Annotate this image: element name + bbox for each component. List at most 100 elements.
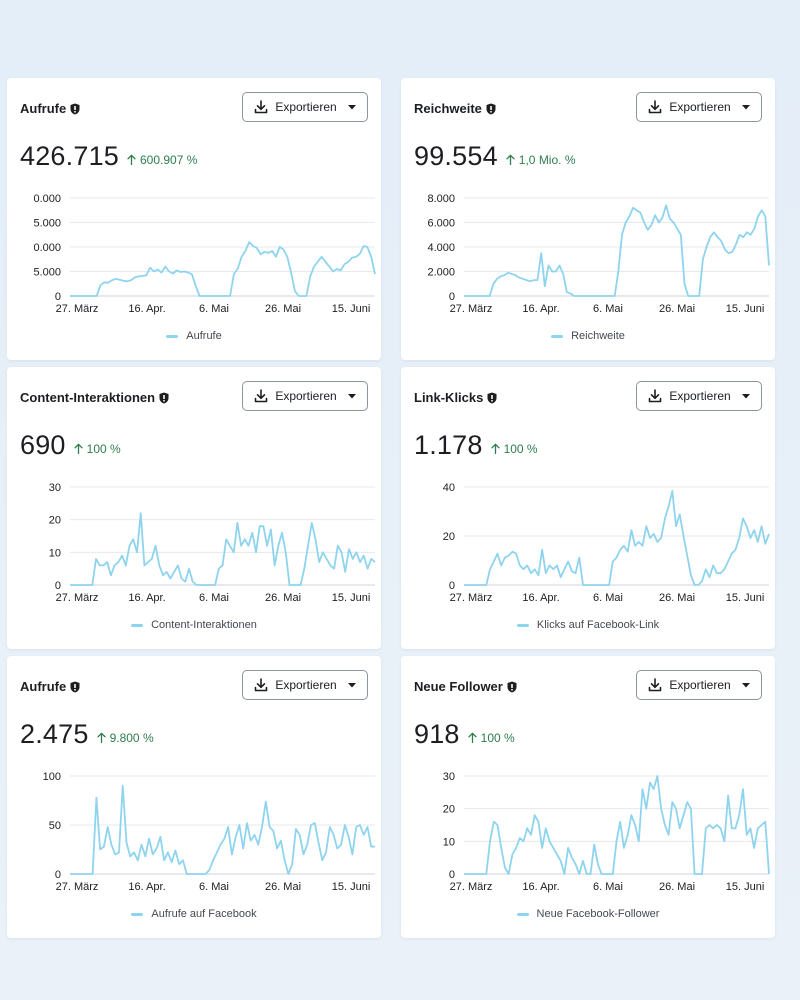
info-shield-icon[interactable] [159, 392, 169, 404]
series-line [464, 204, 770, 297]
series-line [70, 512, 376, 586]
legend-label: Klicks auf Facebook-Link [536, 619, 660, 631]
x-tick-label: 6. Mai [593, 303, 623, 315]
x-tick-label: 15. Juni [726, 592, 765, 604]
y-tick-label: 10 [443, 836, 455, 848]
x-tick-label: 16. Apr. [128, 303, 165, 315]
info-shield-icon[interactable] [507, 681, 517, 693]
export-button[interactable]: Exportieren [636, 670, 762, 700]
download-icon [647, 677, 663, 693]
y-tick-label: 0 [449, 869, 455, 881]
x-tick-label: 27. März [56, 881, 99, 893]
metric-change-text: 100 % [503, 441, 538, 456]
x-tick-label: 27. März [450, 303, 493, 315]
line-chart: 0 5.000 0.000 5.000 0.000 27. März 16. Apr. 6. … [33, 193, 376, 315]
chart-legend: Aufrufe [7, 330, 381, 342]
x-tick-label: 15. Juni [332, 881, 371, 893]
info-shield-icon[interactable] [487, 392, 497, 404]
y-tick-label: 8.000 [427, 193, 455, 205]
legend-label: Aufrufe [186, 330, 222, 342]
card-title-text: Aufrufe [20, 101, 67, 116]
x-tick-label: 26. Mai [659, 881, 695, 893]
x-tick-label: 6. Mai [593, 592, 623, 604]
metric-card-4: Link-Klicks Exportieren 1.178 100 % 0 20 [401, 367, 775, 649]
caret-down-icon [347, 680, 357, 690]
chart-legend: Neue Facebook-Follower [401, 908, 775, 920]
card-title-text: Content-Interaktionen [20, 390, 156, 405]
export-button-label: Exportieren [669, 100, 731, 114]
legend-label: Reichweite [571, 330, 625, 342]
legend-swatch [551, 334, 564, 338]
metric-value: 99.554 [414, 141, 498, 171]
line-chart: 0 20 40 27. März 16. Apr. 6. Mai 26. Mai 15. Ju… [443, 482, 770, 604]
metric-value: 690 [20, 430, 66, 460]
metric-summary: 918 100 % [414, 719, 515, 750]
metric-summary: 426.715 600.907 % [20, 141, 197, 172]
metric-summary: 99.554 1,0 Mio. % [414, 141, 576, 172]
y-tick-label: 2.000 [427, 267, 455, 279]
line-chart: 0 10 20 30 27. März 16. Apr. 6. Mai 26. Mai 15. … [49, 482, 376, 604]
arrow-up-icon [468, 732, 477, 743]
metric-change: 9.800 % [96, 731, 154, 745]
metric-change-text: 1,0 Mio. % [518, 152, 576, 167]
caret-down-icon [347, 102, 357, 112]
metric-value: 1.178 [414, 430, 483, 460]
caret-down-icon [741, 680, 751, 690]
caret-down-icon [741, 102, 751, 112]
x-tick-label: 26. Mai [265, 592, 301, 604]
arrow-up-icon [96, 732, 106, 743]
info-shield-icon[interactable] [70, 681, 80, 693]
export-button[interactable]: Exportieren [636, 92, 762, 122]
y-tick-label: 40 [443, 482, 455, 494]
metric-card-3: Content-Interaktionen Exportieren 690 10… [7, 367, 381, 649]
export-button[interactable]: Exportieren [242, 92, 368, 122]
caret-down-icon [741, 391, 751, 401]
metric-summary: 690 100 % [20, 430, 121, 461]
metric-change-text: 600.907 % [140, 152, 198, 167]
x-tick-label: 26. Mai [265, 303, 301, 315]
metric-change: 100 % [74, 442, 121, 456]
metric-change-text: 100 % [86, 441, 121, 456]
card-title-text: Reichweite [414, 101, 482, 116]
x-tick-label: 16. Apr. [522, 592, 559, 604]
export-button[interactable]: Exportieren [242, 381, 368, 411]
chart-legend: Content-Interaktionen [7, 619, 381, 631]
y-tick-label: 6.000 [427, 218, 455, 230]
metric-value: 426.715 [20, 141, 119, 171]
download-icon [253, 677, 269, 693]
info-shield-icon[interactable] [70, 103, 80, 115]
x-tick-label: 15. Juni [332, 592, 371, 604]
legend-label: Aufrufe auf Facebook [151, 908, 257, 920]
card-title: Link-Klicks [414, 390, 497, 405]
y-tick-label: 5.000 [33, 218, 61, 230]
arrow-up-icon [127, 154, 136, 165]
metric-change: 600.907 % [127, 153, 197, 167]
metric-value: 918 [414, 719, 460, 749]
line-chart: 0 10 20 30 27. März 16. Apr. 6. Mai 26. Mai 15. … [443, 771, 770, 893]
card-title: Aufrufe [20, 679, 80, 694]
card-title-text: Aufrufe [20, 679, 67, 694]
y-tick-label: 0 [55, 291, 61, 303]
export-button[interactable]: Exportieren [636, 381, 762, 411]
card-title: Neue Follower [414, 679, 517, 694]
info-shield-icon[interactable] [486, 103, 496, 115]
card-title-text: Link-Klicks [414, 390, 484, 405]
metric-change: 100 % [490, 441, 538, 456]
metric-value: 2.475 [20, 719, 89, 749]
x-tick-label: 27. März [450, 881, 493, 893]
x-tick-label: 27. März [56, 592, 99, 604]
y-tick-label: 4.000 [427, 242, 455, 254]
y-tick-label: 0.000 [33, 242, 61, 254]
export-button-label: Exportieren [275, 389, 337, 403]
export-button[interactable]: Exportieren [242, 670, 368, 700]
arrow-up-icon [506, 154, 515, 165]
legend-swatch [131, 912, 144, 916]
x-tick-label: 26. Mai [659, 592, 695, 604]
y-tick-label: 30 [49, 482, 61, 494]
metric-card-1: Aufrufe Exportieren 426.715 600.907 % 0 [7, 78, 381, 360]
y-tick-label: 20 [49, 515, 61, 527]
x-tick-label: 6. Mai [199, 303, 229, 315]
metric-change-text: 100 % [480, 730, 515, 745]
x-tick-label: 6. Mai [593, 881, 623, 893]
